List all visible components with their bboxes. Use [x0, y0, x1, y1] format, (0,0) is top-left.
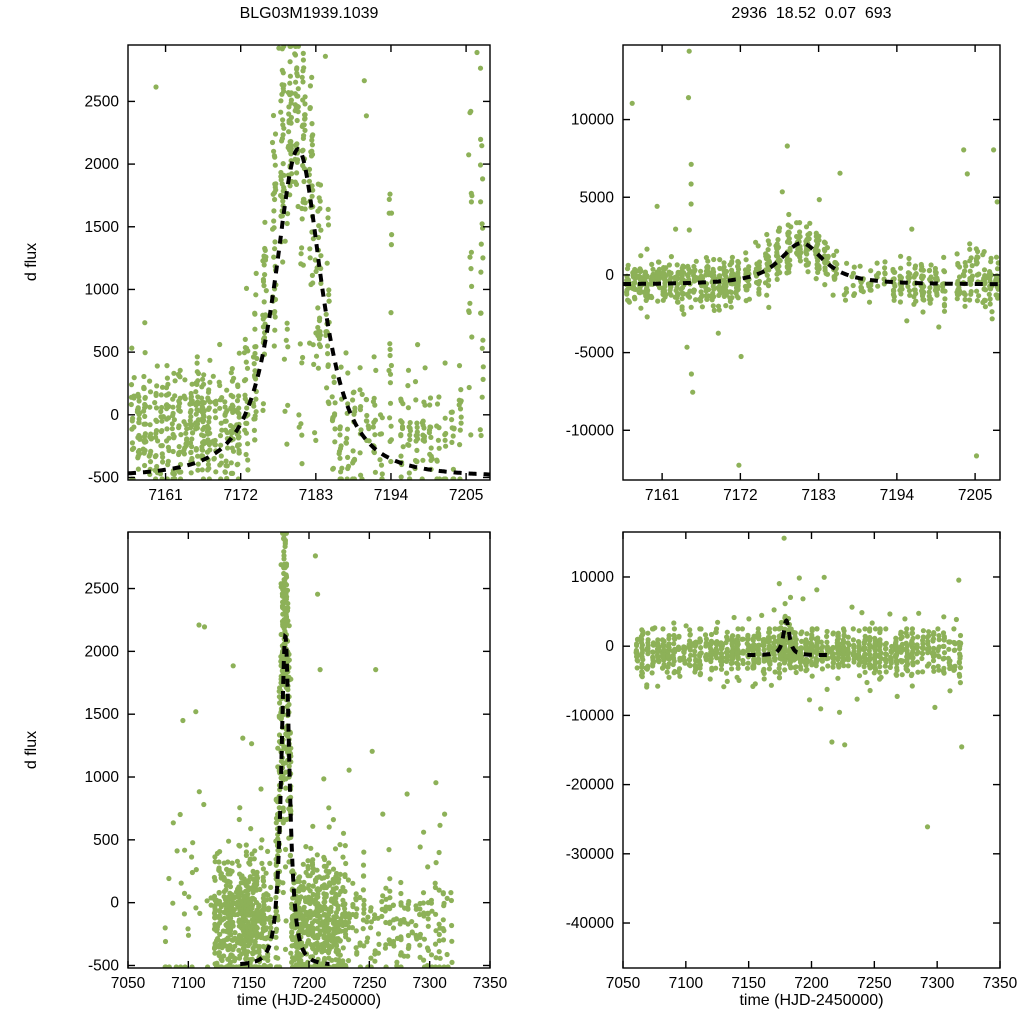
tick-label: -500: [88, 957, 119, 974]
tick-label: 7350: [473, 975, 508, 992]
tick-label: -10000: [566, 422, 615, 439]
tick-label: 500: [93, 832, 119, 849]
tick-label: 7172: [723, 487, 757, 504]
axis-ticks: [623, 45, 1000, 480]
axis-ticks: [127, 532, 491, 968]
tick-label: 0: [110, 407, 119, 424]
tick-label: 7183: [299, 487, 333, 504]
tick-label: -20000: [566, 777, 615, 794]
scatter-points-layer: [624, 48, 1000, 468]
plot2-title: 2936 18.52 0.07 693: [731, 5, 892, 22]
tick-label: 1500: [85, 219, 120, 236]
tick-label: 500: [93, 344, 119, 361]
scatter-points-layer: [162, 532, 455, 968]
tick-label: 1500: [85, 706, 120, 723]
plot-border: [127, 44, 491, 481]
tick-label: 0: [110, 895, 119, 912]
plot3-x-axis-label: time (HJD-2450000): [236, 992, 382, 1009]
tick-label: 2500: [85, 93, 120, 110]
plot1-title: BLG03M1939.1039: [239, 5, 379, 22]
tick-label: -5000: [574, 345, 614, 362]
model-curve: [128, 146, 490, 477]
tick-label: 5000: [580, 189, 615, 206]
tick-label: 7205: [449, 487, 483, 504]
plot-border: [622, 531, 1001, 969]
plot4-x-axis-label: time (HJD-2450000): [739, 992, 884, 1009]
tick-label: 0: [605, 267, 614, 284]
tick-label: 7100: [171, 975, 206, 992]
tick-label: 7205: [958, 487, 992, 504]
tick-label: 7161: [148, 487, 182, 504]
tick-label: 7300: [920, 975, 955, 992]
scatter-points-layer: [128, 45, 486, 480]
tick-label: 7100: [669, 975, 704, 992]
tick-label: 2000: [85, 643, 120, 660]
model-curve: [239, 632, 330, 967]
plot-panel-2: 7161 7172 7183 7194 7205 -10000 -5000 0 5000 1000…: [566, 44, 1001, 504]
axis-ticks: [128, 45, 490, 480]
tick-label: 7161: [645, 487, 679, 504]
scatter-points-layer: [633, 535, 965, 830]
tick-label: 7194: [374, 487, 409, 504]
tick-label: 10000: [571, 569, 614, 586]
tick-label: -40000: [566, 915, 615, 932]
tick-label: 7150: [731, 975, 766, 992]
tick-label: 7194: [880, 487, 915, 504]
model-curve: [623, 241, 1000, 287]
tick-label: 7250: [352, 975, 387, 992]
tick-label: 1000: [85, 281, 120, 298]
tick-label: 7200: [292, 975, 327, 992]
plot-panel-3: 7050 7100 7150 7200 7250 7300 7350 -500 0 500 1000…: [85, 531, 508, 992]
plot-panel-4: 7050 7100 7150 7200 7250 7300 7350 -40000 -30000…: [566, 531, 1018, 992]
tick-label: -10000: [566, 707, 615, 724]
tick-label: 7172: [223, 487, 257, 504]
tick-label: 1000: [85, 769, 120, 786]
plot-border: [622, 44, 1001, 481]
tick-label: 2500: [85, 581, 120, 598]
tick-label: -30000: [566, 846, 615, 863]
tick-label: 7150: [231, 975, 266, 992]
tick-label: 7200: [794, 975, 829, 992]
tick-label: 0: [605, 638, 614, 655]
tick-label: -500: [88, 469, 119, 486]
tick-label: 7300: [412, 975, 447, 992]
plot-panel-1: 7161 7172 7183 7194 7205 -500 0 500 1000 1500 2000…: [85, 44, 491, 504]
tick-label: 7350: [983, 975, 1018, 992]
tick-label: 7050: [111, 975, 146, 992]
tick-label: 10000: [571, 112, 614, 129]
tick-label: 7050: [606, 975, 641, 992]
tick-label: 2000: [85, 156, 120, 173]
axis-ticks: [622, 532, 1001, 968]
tick-label: 7183: [801, 487, 835, 504]
tick-label: 7250: [857, 975, 892, 992]
